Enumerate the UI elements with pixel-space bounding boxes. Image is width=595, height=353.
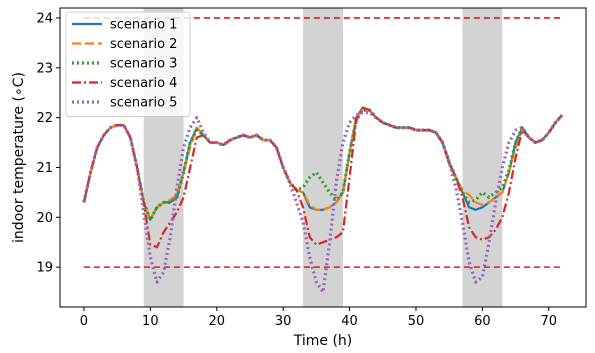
- legend-label-5: scenario 5: [110, 96, 177, 111]
- x-tick-label: 70: [541, 314, 558, 329]
- y-tick-label: 19: [36, 261, 53, 276]
- x-tick-label: 50: [408, 314, 425, 329]
- y-axis-ticks: 19 20 21 22 23 24: [36, 11, 60, 276]
- legend-label-3: scenario 3: [110, 57, 177, 72]
- x-tick-label: 60: [474, 314, 491, 329]
- series-line-4: [82, 106, 563, 249]
- y-tick-label: 20: [36, 211, 53, 226]
- x-tick-label: 10: [142, 314, 159, 329]
- y-tick-label: 22: [36, 111, 53, 126]
- y-tick-label: 24: [36, 11, 53, 26]
- legend-label-4: scenario 4: [110, 76, 177, 91]
- x-tick-label: 40: [341, 314, 358, 329]
- legend-box: [65, 11, 191, 117]
- x-tick-label: 0: [80, 314, 88, 329]
- x-axis-ticks: 0 10 20 30 40 50 60 70: [80, 307, 557, 329]
- y-tick-label: 21: [36, 161, 53, 176]
- x-axis-label: Time (h): [293, 333, 353, 349]
- series-lines: [82, 106, 564, 294]
- shaded-interval-2: [303, 8, 343, 307]
- y-axis-label: indoor temperature (∘C): [11, 72, 27, 243]
- legend-label-2: scenario 2: [110, 37, 177, 52]
- shaded-interval-3: [462, 8, 503, 307]
- x-tick-label: 30: [275, 314, 292, 329]
- axes-frame: [59, 7, 587, 308]
- legend-label-1: scenario 1: [110, 18, 177, 33]
- series-line-3: [82, 108, 564, 222]
- x-tick-label: 20: [208, 314, 225, 329]
- legend: scenario 1 scenario 2 scenario 3 scenario 4…: [65, 11, 191, 117]
- y-tick-label: 23: [36, 61, 53, 76]
